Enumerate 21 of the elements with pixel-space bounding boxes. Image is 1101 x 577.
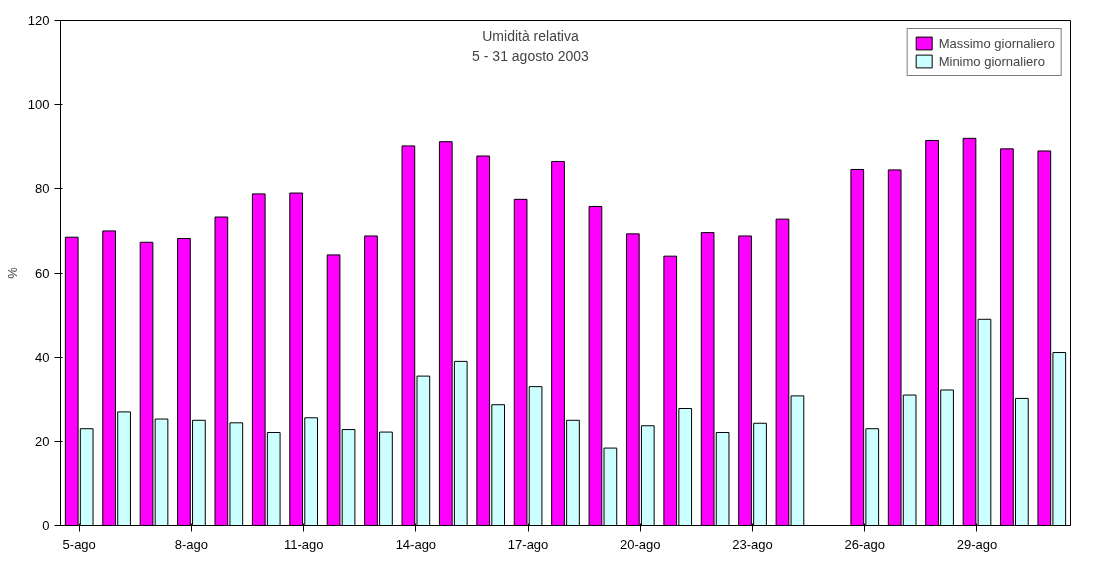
y-axis-title: %: [4, 266, 20, 279]
x-tick-label: 17-ago: [507, 536, 549, 552]
x-tick-label: 14-ago: [395, 536, 437, 552]
y-tick-label: 60: [35, 265, 50, 281]
x-tick-label: 29-ago: [956, 536, 998, 552]
x-tick-label: 23-ago: [732, 536, 773, 552]
y-tick-label: 80: [35, 181, 50, 197]
y-tick-label: 40: [35, 349, 50, 365]
legend-label: Minimo giornaliero: [938, 53, 1045, 69]
y-tick-label: 20: [35, 433, 50, 449]
x-tick-label: 11-ago: [283, 536, 324, 552]
text: 5 - 31 agosto 2003: [472, 47, 590, 64]
y-tick-label: 0: [42, 518, 50, 533]
x-tick-label: 26-ago: [844, 536, 885, 552]
x-tick-label: 20-ago: [620, 536, 661, 552]
x-tick-label: 5-ago: [62, 536, 96, 552]
text: Umidità relativa: [482, 27, 579, 44]
y-tick-label: 120: [27, 13, 50, 28]
x-tick-label: 8-ago: [174, 536, 209, 552]
y-tick-label: 100: [27, 97, 50, 113]
legend-label: Massimo giornaliero: [938, 35, 1055, 51]
